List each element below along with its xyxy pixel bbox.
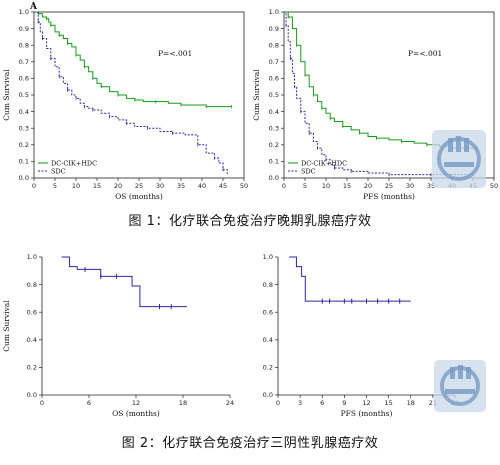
os_all-legend-label-1: DC-CIK+HDC xyxy=(51,159,97,167)
os_all-x-tick-label: 0 xyxy=(32,182,36,190)
os_all-y-tick-label: 0.0 xyxy=(19,174,29,182)
pfs_all-x-tick-label: 10 xyxy=(322,182,330,190)
os_all-x-tick-label: 20 xyxy=(114,182,122,190)
pfs_all-x-tick-label: 50 xyxy=(490,182,498,190)
os_all-y-axis-label: Cum Survival xyxy=(2,69,11,121)
pfs_all-x-tick-label: 25 xyxy=(385,182,393,190)
watermark-logo-icon xyxy=(432,130,486,188)
pfs_all-y-tick-label: 0.1 xyxy=(269,158,279,166)
pfs_tnbc-x-tick-label: 21 xyxy=(429,399,437,407)
pfs_tnbc-y-tick-label: 0.4 xyxy=(263,336,273,344)
os_all-y-tick-label: 0.9 xyxy=(19,25,29,33)
pfs_tnbc-x-tick-label: 18 xyxy=(407,399,415,407)
chart-os-tnbc: 0 6 12 18 24 0.0 0.2 0.4 0.6 0.8 1.0 OS (months) Cum… xyxy=(0,245,250,425)
figure-2-caption: 图 2：化疗联合免疫治疗三阴性乳腺癌疗效 xyxy=(121,436,379,451)
pfs_all-x-tick-label: 35 xyxy=(427,182,435,190)
chart-os-tnbc-svg: 0 6 12 18 24 0.0 0.2 0.4 0.6 0.8 1.0 OS (months) Cum… xyxy=(2,253,234,418)
os_tnbc-x-tick-label: 24 xyxy=(226,399,234,407)
pfs_all-y-tick-label: 1.0 xyxy=(269,8,279,16)
os_all-series-1-line xyxy=(34,11,232,108)
pfs_tnbc-y-tick-label: 0.2 xyxy=(263,364,273,372)
pfs_tnbc-y-tick-label: 0.6 xyxy=(263,308,273,316)
os_all-x-tick-label: 40 xyxy=(198,182,206,190)
os_all-x-tick-label: 50 xyxy=(240,182,248,190)
os_all-legend-label-2: SDC xyxy=(51,167,66,175)
os_all-x-tick-label: 25 xyxy=(135,182,143,190)
pfs_all-y-tick-label: 0.9 xyxy=(269,25,279,33)
os_tnbc-x-tick-label: 18 xyxy=(179,399,187,407)
os_tnbc-x-tick-label: 6 xyxy=(87,399,91,407)
os_all-x-tick-label: 45 xyxy=(219,182,227,190)
pfs_all-legend-label-1: DC-CIK+HDC xyxy=(301,159,347,167)
os_tnbc-y-tick-label: 0.2 xyxy=(27,364,37,372)
pfs_all-y-tick-label: 0.6 xyxy=(269,75,279,83)
pfs_all-p-value-annotation: P=<.001 xyxy=(408,49,442,58)
pfs_tnbc-series-1-line xyxy=(289,256,411,302)
os_all-y-tick-label: 0.6 xyxy=(19,75,29,83)
pfs_tnbc-y-tick-label: 0.0 xyxy=(263,391,273,399)
pfs_tnbc-y-tick-label: 1.0 xyxy=(263,253,273,261)
os_tnbc-x-tick-label: 0 xyxy=(40,399,44,407)
os_all-y-tick-label: 0.2 xyxy=(19,141,29,149)
os_all-y-tick-label: 0.7 xyxy=(19,58,29,66)
figure-1-caption: 图 1：化疗联合免疫治疗晚期乳腺癌疗效 xyxy=(128,214,372,229)
pfs_all-x-axis-label: PFS (months) xyxy=(363,192,415,201)
os_tnbc-y-axis-label: Cum Survival xyxy=(2,300,11,352)
pfs_all-x-tick-label: 15 xyxy=(343,182,351,190)
pfs_all-series-1-line xyxy=(284,11,478,149)
os_tnbc-y-tick-label: 0.0 xyxy=(27,391,37,399)
pfs_tnbc-x-tick-label: 12 xyxy=(362,399,370,407)
pfs_all-x-tick-label: 5 xyxy=(303,182,307,190)
os_all-x-tick-label: 15 xyxy=(93,182,101,190)
pfs_tnbc-x-tick-label: 3 xyxy=(298,399,302,407)
pfs_all-legend-label-2: SDC xyxy=(301,167,316,175)
os_all-y-tick-label: 0.1 xyxy=(19,158,29,166)
os_tnbc-y-tick-label: 0.8 xyxy=(27,281,37,289)
pfs_all-y-axis-label: Cum Survival xyxy=(252,69,261,121)
panel-letter: A xyxy=(29,2,38,12)
pfs_all-y-tick-label: 0.3 xyxy=(269,124,279,132)
os_tnbc-y-tick-label: 1.0 xyxy=(27,253,37,261)
pfs_all-series-2-line xyxy=(284,11,473,176)
pfs_tnbc-x-axis-label: PFS (months) xyxy=(341,409,393,418)
pfs_tnbc-x-tick-label: 6 xyxy=(320,399,324,407)
pfs_all-x-tick-label: 30 xyxy=(406,182,414,190)
os_all-p-value-annotation: P=<.001 xyxy=(158,49,192,58)
os_tnbc-y-tick-label: 0.6 xyxy=(27,308,37,316)
pfs_all-x-tick-label: 20 xyxy=(364,182,372,190)
os_tnbc-x-axis-label: OS (months) xyxy=(112,409,160,418)
chart-os-all: 0 5 10 15 20 25 30 35 40 45 50 0.0 0.1 0.2 0.3 0.4 0.5 0.… xyxy=(0,0,250,205)
pfs_all-y-tick-label: 0.8 xyxy=(269,41,279,49)
os_all-x-axis-label: OS (months) xyxy=(115,192,163,201)
pfs_all-y-tick-label: 0.0 xyxy=(269,174,279,182)
pfs_tnbc-x-tick-label: 0 xyxy=(276,399,280,407)
os_all-y-tick-label: 0.3 xyxy=(19,124,29,132)
os_all-y-tick-label: 0.5 xyxy=(19,91,29,99)
os_all-x-tick-label: 5 xyxy=(53,182,57,190)
os_all-y-tick-label: 0.4 xyxy=(19,108,29,116)
pfs_all-y-tick-label: 0.2 xyxy=(269,141,279,149)
pfs_all-y-tick-label: 0.7 xyxy=(269,58,279,66)
os_all-y-tick-label: 0.8 xyxy=(19,41,29,49)
pfs_tnbc-x-tick-label: 15 xyxy=(384,399,392,407)
pfs_all-y-tick-label: 0.4 xyxy=(269,108,279,116)
pfs_tnbc-y-tick-label: 0.8 xyxy=(263,281,273,289)
pfs_tnbc-x-tick-label: 9 xyxy=(342,399,346,407)
os_all-x-tick-label: 35 xyxy=(177,182,185,190)
os_tnbc-x-tick-label: 12 xyxy=(132,399,140,407)
watermark-logo-icon-2 xyxy=(434,360,486,412)
pfs_all-y-tick-label: 0.5 xyxy=(269,91,279,99)
os_all-y-tick-label: 1.0 xyxy=(19,8,29,16)
os_all-x-tick-label: 30 xyxy=(156,182,164,190)
os_all-x-tick-label: 10 xyxy=(72,182,80,190)
os_tnbc-series-1-line xyxy=(61,256,187,308)
chart-os-all-svg: 0 5 10 15 20 25 30 35 40 45 50 0.0 0.1 0.2 0.3 0.4 0.5 0.… xyxy=(2,2,248,201)
pfs_all-x-tick-label: 0 xyxy=(282,182,286,190)
os_tnbc-y-tick-label: 0.4 xyxy=(27,336,37,344)
